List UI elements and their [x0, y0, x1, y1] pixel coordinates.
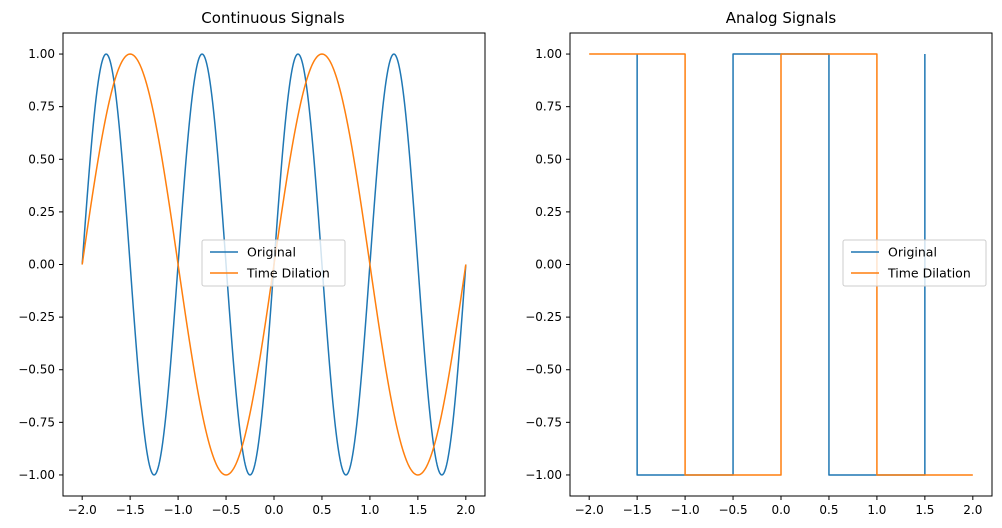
legend-label-time-dilation: Time Dilation: [887, 266, 971, 281]
ticks-layer: −2.0 −1.5 −1.0 −0.5 0.0 0.5 1.0 1.5 2.0 1.00 0.75 0…: [18, 47, 475, 517]
y-tick-label: 0.50: [28, 152, 55, 166]
x-tick-label: 0.5: [819, 503, 838, 517]
chart-title: Continuous Signals: [201, 9, 345, 27]
y-tick-label: 0.25: [535, 205, 562, 219]
y-tick-label: −0.50: [525, 363, 562, 377]
x-tick-label: −1.5: [623, 503, 652, 517]
y-tick-label: −1.00: [525, 468, 562, 482]
x-tick-label: 1.5: [408, 503, 427, 517]
x-tick-label: 1.0: [360, 503, 379, 517]
y-tick-label: −0.75: [18, 415, 55, 429]
continuous-signals-chart: Continuous Signals −2.0 −1.5 −1.0 −0.5 0.0 0.…: [18, 9, 486, 517]
y-tick-label: 1.00: [535, 47, 562, 61]
y-tick-label: −1.00: [18, 468, 55, 482]
x-tick-label: 2.0: [963, 503, 982, 517]
legend-label-original: Original: [247, 245, 296, 260]
legend: Original Time Dilation: [842, 239, 987, 287]
x-tick-label: −0.5: [211, 503, 240, 517]
series-layer: [589, 53, 973, 476]
x-tick-label: −1.0: [164, 503, 193, 517]
x-tick-label: 2.0: [456, 503, 475, 517]
x-tick-label: 1.0: [867, 503, 886, 517]
y-tick-label: −0.75: [525, 415, 562, 429]
y-tick-label: 0.25: [28, 205, 55, 219]
y-tick-label: 0.00: [535, 258, 562, 272]
x-tick-label: 0.0: [264, 503, 283, 517]
x-tick-label: −1.0: [671, 503, 700, 517]
y-tick-label: 1.00: [28, 47, 55, 61]
legend-label-original: Original: [888, 245, 937, 260]
x-tick-label: 1.5: [915, 503, 934, 517]
legend: Original Time Dilation: [201, 239, 346, 287]
y-tick-label: −0.25: [18, 310, 55, 324]
y-tick-label: −0.25: [525, 310, 562, 324]
x-tick-label: −2.0: [575, 503, 604, 517]
chart-title: Analog Signals: [726, 9, 837, 27]
x-tick-label: 0.5: [312, 503, 331, 517]
x-tick-label: −0.5: [718, 503, 747, 517]
analog-signals-chart: Analog Signals −2.0 −1.5 −1.0 −0.5 0.0 0.5 1.0…: [525, 9, 993, 517]
y-tick-label: 0.00: [28, 258, 55, 272]
y-tick-label: −0.50: [18, 363, 55, 377]
series-line-time-dilation: [589, 53, 973, 476]
x-tick-label: 0.0: [771, 503, 790, 517]
y-tick-label: 0.75: [535, 100, 562, 114]
ticks-layer: −2.0 −1.5 −1.0 −0.5 0.0 0.5 1.0 1.5 2.0 1.00 0.75 0…: [525, 47, 982, 517]
y-tick-label: 0.75: [28, 100, 55, 114]
x-tick-label: −1.5: [116, 503, 145, 517]
x-tick-label: −2.0: [68, 503, 97, 517]
y-tick-label: 0.50: [535, 152, 562, 166]
legend-label-time-dilation: Time Dilation: [246, 266, 330, 281]
